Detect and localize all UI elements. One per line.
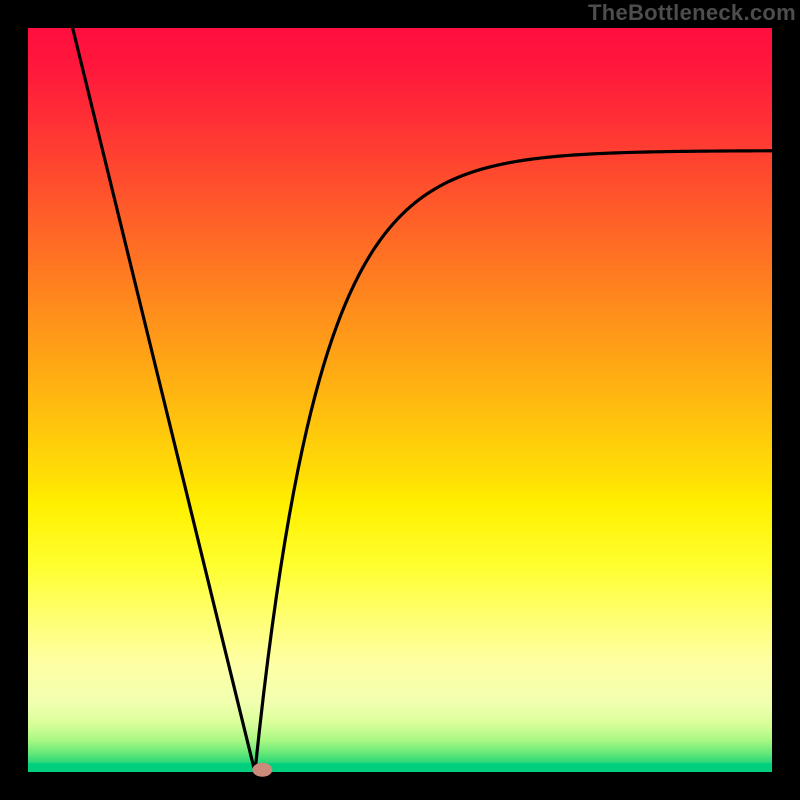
watermark-text: TheBottleneck.com — [588, 0, 796, 26]
bottleneck-curve — [73, 28, 772, 772]
chart-frame: TheBottleneck.com — [0, 0, 800, 800]
plot-area — [28, 28, 772, 772]
curve-layer — [28, 28, 772, 772]
minimum-marker — [252, 763, 272, 777]
